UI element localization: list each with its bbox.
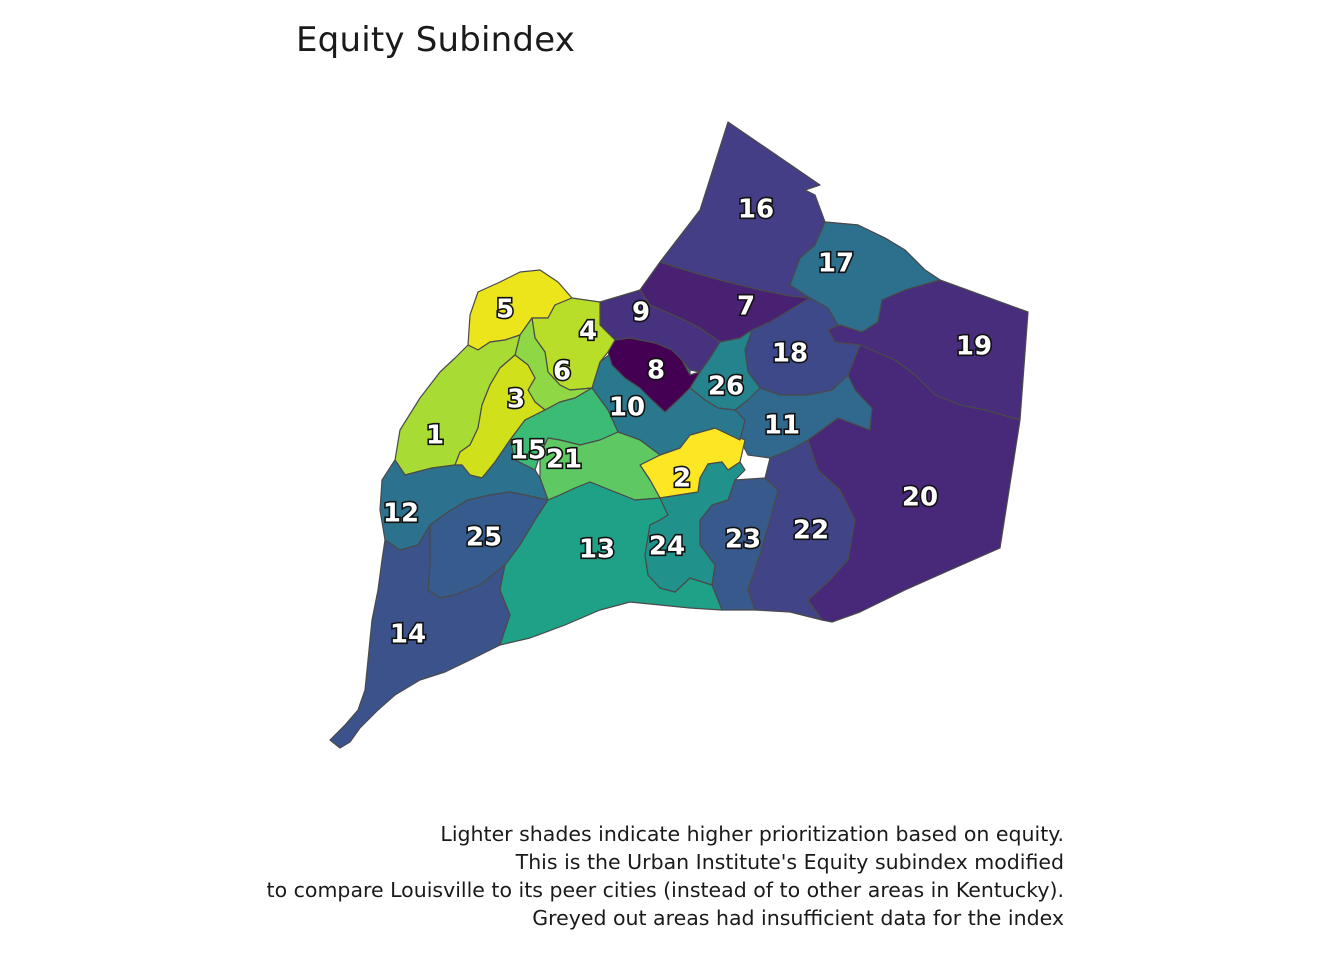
district-label-5: 5 (496, 295, 514, 325)
caption-line: Greyed out areas had insufficient data f… (532, 906, 1064, 930)
district-label-12: 12 (383, 499, 419, 529)
district-label-11: 11 (764, 411, 800, 441)
district-label-6: 6 (553, 357, 571, 387)
district-14-shape[interactable] (329, 524, 511, 749)
map-title: Equity Subindex (296, 20, 576, 60)
district-8-shape[interactable] (607, 337, 701, 413)
district-label-19: 19 (956, 332, 992, 362)
district-label-10: 10 (609, 393, 645, 423)
caption-line: to compare Louisville to its peer cities… (266, 878, 1064, 902)
district-label-25: 25 (466, 523, 502, 553)
district-label-17: 17 (818, 249, 854, 279)
district-label-9: 9 (632, 298, 650, 328)
district-label-7: 7 (737, 292, 755, 322)
district-label-24: 24 (649, 532, 685, 562)
district-label-15: 15 (510, 436, 546, 466)
district-labels: 16 17 7 9 5 4 19 18 8 6 26 3 10 11 1 15 … (381, 193, 993, 651)
district-label-21: 21 (546, 445, 582, 475)
district-24-shape[interactable] (644, 461, 746, 593)
district-label-8: 8 (647, 356, 665, 386)
district-label-3: 3 (507, 385, 525, 415)
district-shapes (329, 121, 1029, 749)
district-label-1: 1 (426, 421, 444, 451)
district-label-23: 23 (725, 525, 761, 555)
district-label-18: 18 (772, 339, 808, 369)
district-label-14: 14 (390, 620, 426, 650)
district-label-26: 26 (708, 372, 744, 402)
map-caption: Lighter shades indicate higher prioritiz… (267, 820, 1064, 932)
district-label-16: 16 (738, 195, 774, 225)
district-label-13: 13 (579, 535, 615, 565)
district-label-20: 20 (902, 483, 938, 513)
caption-line: Lighter shades indicate higher prioritiz… (440, 822, 1064, 846)
district-label-2: 2 (673, 464, 691, 494)
district-label-4: 4 (579, 317, 597, 347)
district-label-22: 22 (793, 516, 829, 546)
caption-line: This is the Urban Institute's Equity sub… (515, 850, 1064, 874)
